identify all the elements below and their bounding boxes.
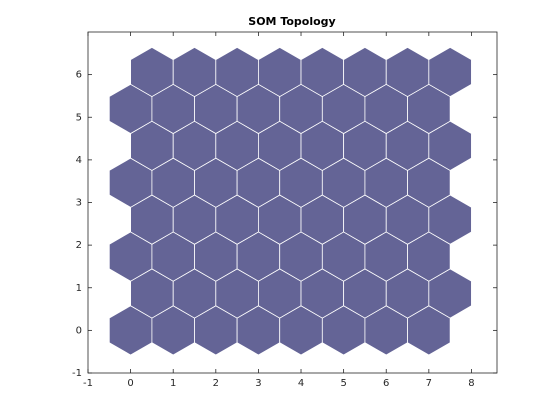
neuron [428,46,472,98]
y-tick-label: 5 [76,112,82,123]
x-tick-label: 0 [127,378,133,389]
y-tick-label: 1 [76,283,82,294]
x-tick-label: 3 [255,378,261,389]
y-tick-label: 3 [76,198,82,209]
y-tick-label: -1 [72,368,82,379]
x-tick-label: 7 [426,378,432,389]
y-tick-label: 6 [76,70,82,81]
x-tick-label: 8 [468,378,474,389]
chart-title: SOM Topology [248,15,335,28]
x-tick-label: 4 [298,378,304,389]
x-tick-label: 5 [340,378,346,389]
y-tick-label: 2 [76,240,82,251]
x-tick-label: 6 [383,378,389,389]
x-tick-label: -1 [83,378,93,389]
x-tick-label: 2 [213,378,219,389]
x-tick-label: 1 [170,378,176,389]
y-tick-label: 0 [76,325,82,336]
y-tick-label: 4 [76,155,82,166]
